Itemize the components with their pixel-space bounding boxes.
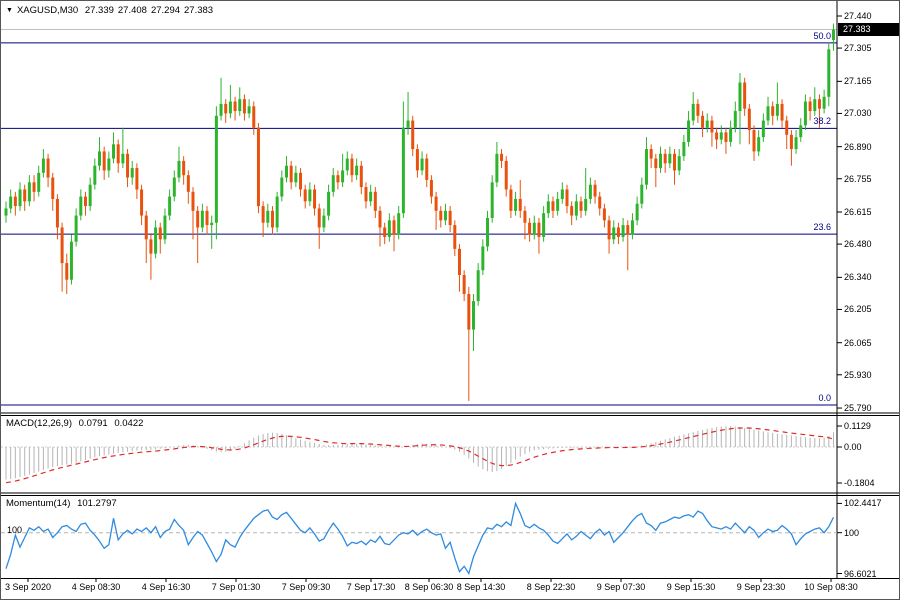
fib-level-label: 50.0 xyxy=(813,30,831,41)
time-axis-label: 10 Sep 08:30 xyxy=(804,582,858,592)
time-axis-label: 8 Sep 06:30 xyxy=(404,582,454,592)
price-axis-label: 25.930 xyxy=(844,369,872,380)
macd-axis-label: 0.1129 xyxy=(844,421,871,431)
time-axis-label: 7 Sep 09:30 xyxy=(281,582,331,592)
price-axis-label: 26.205 xyxy=(844,304,872,315)
current-price-badge: 27.383 xyxy=(838,23,899,36)
price-axis-label: 26.065 xyxy=(844,337,872,348)
chart-header: ▼ XAGUSD,M30 27.339 27.408 27.294 27.383 xyxy=(6,5,217,16)
ohlc-high: 27.408 xyxy=(117,5,147,16)
time-axis-label: 4 Sep 16:30 xyxy=(141,582,191,592)
ohlc-close: 27.383 xyxy=(184,5,214,16)
time-axis-label: 7 Sep 01:30 xyxy=(211,582,261,592)
macd-signal-value: 0.0422 xyxy=(114,418,144,429)
time-axis-label: 9 Sep 15:30 xyxy=(666,582,716,592)
price-axis-label: 27.030 xyxy=(844,108,872,119)
time-axis-label: 9 Sep 07:30 xyxy=(596,582,646,592)
candles-layer xyxy=(4,23,835,401)
time-axis-label: 8 Sep 22:30 xyxy=(526,582,576,592)
price-axis-label: 26.890 xyxy=(844,141,872,152)
momentum-axis-label: 102.4417 xyxy=(844,498,882,509)
price-axis-label: 26.615 xyxy=(844,207,872,218)
macd-label: MACD(12,26,9) xyxy=(6,418,72,429)
momentum-axis-label: 96.6021 xyxy=(844,568,877,579)
macd-axis-label: 0.00 xyxy=(844,442,862,452)
macd-histogram xyxy=(5,426,834,480)
macd-value: 0.0791 xyxy=(78,418,108,429)
price-axis-label: 26.340 xyxy=(844,272,872,283)
time-axis-label: 3 Sep 2020 xyxy=(4,582,52,592)
time-axis-label: 9 Sep 23:30 xyxy=(736,582,786,592)
fib-level-label: 0.0 xyxy=(818,392,831,403)
price-axis-label: 27.440 xyxy=(844,11,872,21)
price-axis-label: 26.755 xyxy=(844,173,872,184)
macd-signal-line xyxy=(5,427,834,484)
momentum-line xyxy=(5,501,835,576)
time-axis-label: 8 Sep 14:30 xyxy=(456,582,506,592)
momentum-value: 101.2797 xyxy=(77,498,117,509)
macd-header: MACD(12,26,9) 0.0791 0.0422 xyxy=(6,418,147,429)
price-axis-label: 27.165 xyxy=(844,76,872,87)
time-axis-label: 4 Sep 08:30 xyxy=(71,582,121,592)
time-axis-label: 7 Sep 17:30 xyxy=(346,582,396,592)
price-axis-label: 25.790 xyxy=(844,403,872,414)
price-axis-label: 27.305 xyxy=(844,43,872,54)
momentum-axis-label: 100 xyxy=(844,527,860,538)
momentum-label: Momentum(14) xyxy=(6,498,71,509)
momentum-header: Momentum(14) 101.2797 xyxy=(6,498,121,509)
macd-axis-label: -0.1804 xyxy=(844,478,875,488)
ohlc-low: 27.294 xyxy=(150,5,181,16)
momentum-level-label: 100 xyxy=(7,525,23,535)
fib-level-label: 38.2 xyxy=(813,116,831,127)
fib-level-label: 23.6 xyxy=(813,222,831,233)
ohlc-open: 27.339 xyxy=(84,5,114,16)
symbol-timeframe-label: XAGUSD,M30 xyxy=(16,5,79,16)
chevron-down-icon[interactable]: ▼ xyxy=(6,7,13,14)
price-axis-label: 26.480 xyxy=(844,239,872,250)
